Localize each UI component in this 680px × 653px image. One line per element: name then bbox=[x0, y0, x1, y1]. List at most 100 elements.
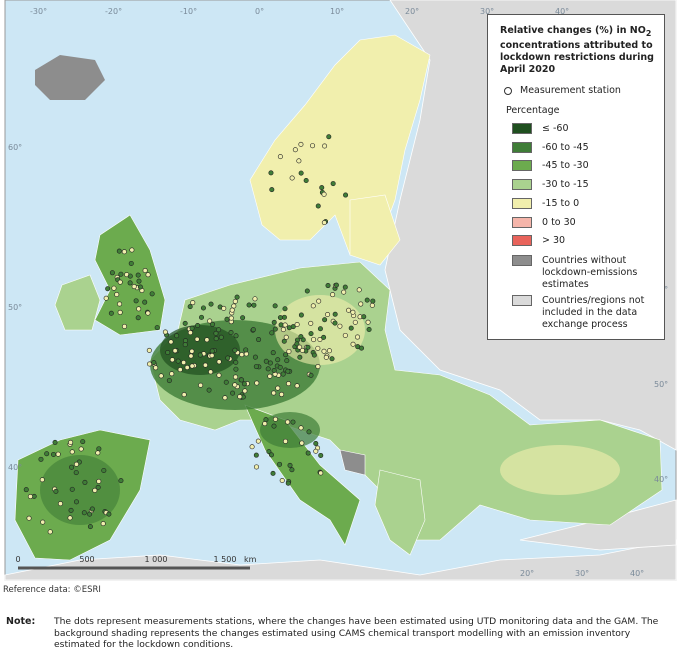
station bbox=[298, 334, 304, 340]
station bbox=[279, 478, 285, 484]
station bbox=[262, 421, 268, 427]
station bbox=[172, 348, 178, 354]
station bbox=[269, 187, 275, 193]
station bbox=[286, 348, 292, 354]
station bbox=[292, 147, 298, 153]
station bbox=[318, 470, 324, 476]
station bbox=[256, 337, 262, 343]
station bbox=[216, 327, 222, 333]
station bbox=[268, 452, 274, 458]
legend-label: -45 to -30 bbox=[542, 160, 589, 172]
graticule-label: 10° bbox=[330, 7, 344, 16]
station bbox=[315, 345, 321, 351]
station bbox=[271, 367, 277, 373]
station bbox=[232, 347, 238, 353]
legend: Relative changes (%) in NO2 concentratio… bbox=[487, 14, 665, 340]
station bbox=[342, 284, 348, 290]
graticule-label: 40° bbox=[8, 463, 22, 472]
station bbox=[275, 357, 281, 363]
legend-title-sub: 2 bbox=[645, 28, 652, 38]
station bbox=[137, 284, 143, 290]
station bbox=[337, 323, 343, 329]
station bbox=[366, 327, 372, 333]
station bbox=[114, 292, 120, 298]
station bbox=[350, 309, 356, 315]
station bbox=[266, 449, 272, 455]
station bbox=[311, 352, 317, 358]
station bbox=[189, 325, 195, 331]
station bbox=[51, 451, 57, 457]
station-entry: Measurement station bbox=[500, 85, 621, 96]
station bbox=[145, 272, 151, 278]
legend-swatch bbox=[512, 235, 532, 247]
station bbox=[82, 479, 88, 485]
station bbox=[168, 339, 174, 345]
legend-entry: -45 to -30 bbox=[512, 160, 589, 172]
station bbox=[118, 271, 124, 277]
station bbox=[298, 312, 304, 318]
scale-label: 500 bbox=[79, 555, 94, 564]
station bbox=[270, 350, 276, 356]
station bbox=[298, 425, 304, 431]
graticule-label: 50° bbox=[8, 303, 22, 312]
station bbox=[231, 303, 237, 309]
graticule-label: 20° bbox=[520, 569, 534, 578]
station bbox=[267, 360, 273, 366]
station bbox=[243, 347, 249, 353]
scale-label: 1 500 bbox=[214, 555, 237, 564]
station bbox=[330, 292, 336, 298]
legend-entry: -30 to -15 bbox=[512, 179, 589, 191]
graticule-label: -20° bbox=[105, 7, 122, 16]
station bbox=[321, 334, 327, 340]
station bbox=[117, 301, 123, 307]
station bbox=[294, 383, 300, 389]
station bbox=[330, 181, 336, 187]
legend-entry: -15 to 0 bbox=[512, 197, 579, 209]
station bbox=[39, 477, 45, 483]
station bbox=[280, 327, 286, 333]
station bbox=[131, 284, 137, 290]
legend-entry: -60 to -45 bbox=[512, 141, 589, 153]
station bbox=[249, 444, 255, 450]
station bbox=[322, 317, 328, 323]
station bbox=[251, 302, 257, 308]
scale-label: 1 000 bbox=[145, 555, 168, 564]
station bbox=[272, 416, 278, 422]
station bbox=[38, 456, 44, 462]
station bbox=[250, 327, 256, 333]
station bbox=[352, 319, 358, 325]
station bbox=[271, 319, 277, 325]
station bbox=[358, 301, 364, 307]
station bbox=[216, 359, 222, 365]
graticule: -30°-20°-10°0°10°20°30°40°60°50°40°60°50… bbox=[8, 7, 668, 578]
station bbox=[370, 298, 376, 304]
legend-swatch bbox=[512, 295, 532, 306]
station bbox=[310, 143, 316, 149]
station bbox=[57, 501, 63, 507]
station bbox=[177, 367, 183, 373]
station bbox=[297, 354, 303, 360]
station bbox=[253, 364, 259, 370]
station bbox=[96, 478, 102, 484]
station bbox=[142, 268, 148, 274]
station bbox=[343, 192, 349, 198]
station bbox=[283, 334, 289, 340]
station bbox=[87, 524, 93, 530]
station bbox=[233, 366, 239, 372]
station bbox=[315, 363, 321, 369]
station bbox=[216, 372, 222, 378]
station bbox=[242, 388, 248, 394]
station bbox=[223, 379, 229, 385]
station bbox=[267, 373, 273, 379]
station bbox=[294, 341, 300, 347]
station bbox=[218, 334, 224, 340]
station bbox=[73, 461, 79, 467]
legend-label: -30 to -15 bbox=[542, 179, 589, 191]
station bbox=[299, 440, 305, 446]
station bbox=[317, 326, 323, 332]
station bbox=[108, 310, 114, 316]
station bbox=[135, 272, 141, 278]
legend-entry: Countries/regions not included in the da… bbox=[512, 295, 657, 331]
station bbox=[121, 323, 127, 329]
